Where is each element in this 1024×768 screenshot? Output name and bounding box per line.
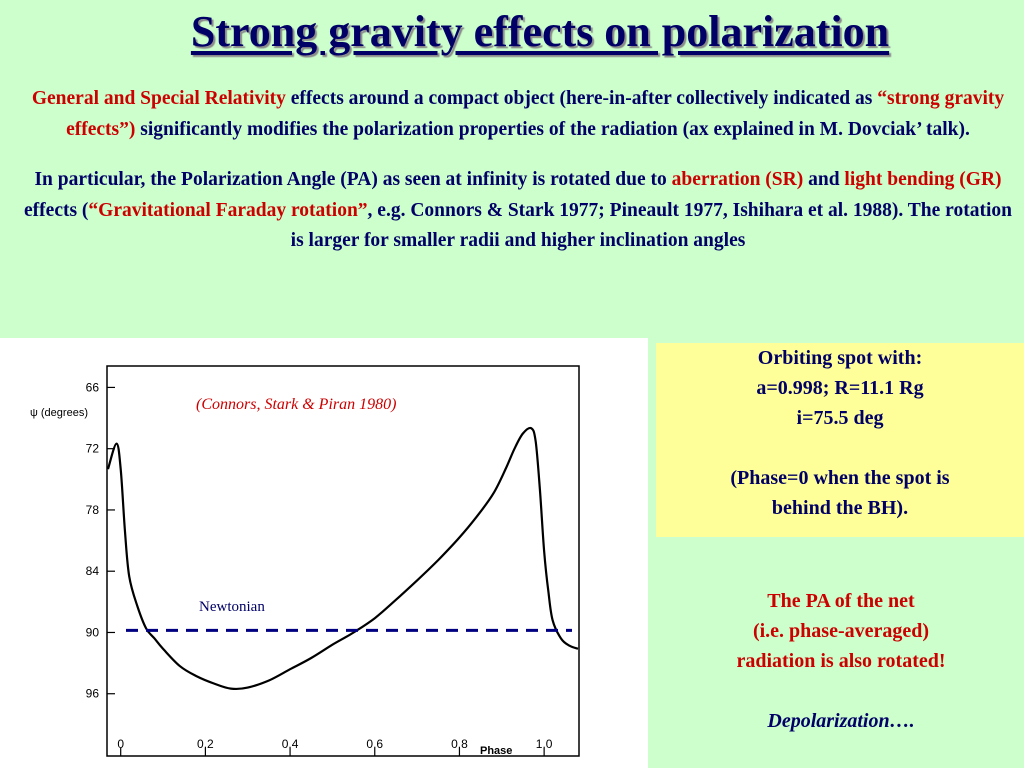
conclusion-line: The PA of the net xyxy=(767,590,915,612)
x-axis-label: Phase xyxy=(480,745,512,757)
axis-ticks: 66 72 78 84 90 96 0 0.2 0.4 0.6 0.8 1.0 xyxy=(86,380,553,756)
y-tick-label: 96 xyxy=(86,687,100,701)
intro-text-segment: effects around a compact object (here-in… xyxy=(285,88,878,109)
y-tick-label: 84 xyxy=(86,564,100,578)
info-line: behind the BH). xyxy=(771,497,909,519)
gr-pa-curve xyxy=(106,426,579,691)
x-tick-label: 0.2 xyxy=(197,737,214,751)
spacer xyxy=(658,676,1024,706)
x-tick-label: 0.4 xyxy=(282,737,299,751)
depolarization-note: Depolarization…. xyxy=(767,710,915,732)
highlight-relativity: General and Special Relativity xyxy=(31,88,286,109)
highlight-strong-gravity: “strong gravity effects”) xyxy=(66,88,1005,140)
y-tick-label: 66 xyxy=(86,380,100,394)
intro-text-segment: and xyxy=(803,169,845,190)
x-tick-label: 0 xyxy=(117,737,124,751)
x-tick-label: 0.8 xyxy=(451,737,468,751)
info-line: a=0.998; R=11.1 Rg xyxy=(756,377,924,399)
spacer xyxy=(656,433,1024,463)
chart-panel: 66 72 78 84 90 96 0 0.2 0.4 0.6 0.8 1.0 ψ (degrees)… xyxy=(0,338,648,768)
y-tick-label: 90 xyxy=(86,625,100,639)
newtonian-label: Newtonian xyxy=(199,599,265,615)
polarization-angle-chart: 66 72 78 84 90 96 0 0.2 0.4 0.6 0.8 1.0 ψ (degrees)… xyxy=(30,365,580,757)
orbiting-spot-info-box: Orbiting spot with: a=0.998; R=11.1 Rg i… xyxy=(656,343,1024,537)
plot-frame xyxy=(106,365,580,757)
intro-text-segment: , e.g. Connors & Stark 1977; Pineault 19… xyxy=(290,199,1012,252)
x-tick-label: 1.0 xyxy=(536,737,553,751)
conclusion-line: (i.e. phase-averaged) xyxy=(752,620,930,642)
y-tick-label: 72 xyxy=(86,442,100,456)
highlight-aberration: aberration (SR) xyxy=(671,169,804,190)
y-tick-label: 78 xyxy=(86,503,100,517)
highlight-faraday-rotation: “Gravitational Faraday rotation” xyxy=(88,199,368,221)
info-line: i=75.5 deg xyxy=(796,407,884,429)
x-tick-label: 0.6 xyxy=(366,737,383,751)
info-line: (Phase=0 when the spot is xyxy=(730,467,950,489)
info-line: Orbiting spot with: xyxy=(757,347,923,369)
intro-text-segment: In particular, the Polarization Angle (P… xyxy=(34,169,672,190)
conclusion-line: radiation is also rotated! xyxy=(736,650,946,672)
highlight-light-bending: light bending (GR) xyxy=(844,169,1002,190)
intro-text-segment: effects ( xyxy=(24,199,89,221)
conclusion-text: The PA of the net (i.e. phase-averaged) … xyxy=(658,586,1024,736)
y-axis-label: ψ (degrees) xyxy=(30,407,88,419)
slide-title: Strong gravity effects on polarization xyxy=(190,7,890,56)
intro-paragraph-1: General and Special Relativity effects a… xyxy=(18,84,1018,145)
intro-text-segment: significantly modifies the polarization … xyxy=(135,118,970,140)
intro-paragraph-2: In particular, the Polarization Angle (P… xyxy=(18,165,1018,257)
chart-citation: (Connors, Stark & Piran 1980) xyxy=(196,396,396,413)
intro-text: General and Special Relativity effects a… xyxy=(18,84,1018,257)
